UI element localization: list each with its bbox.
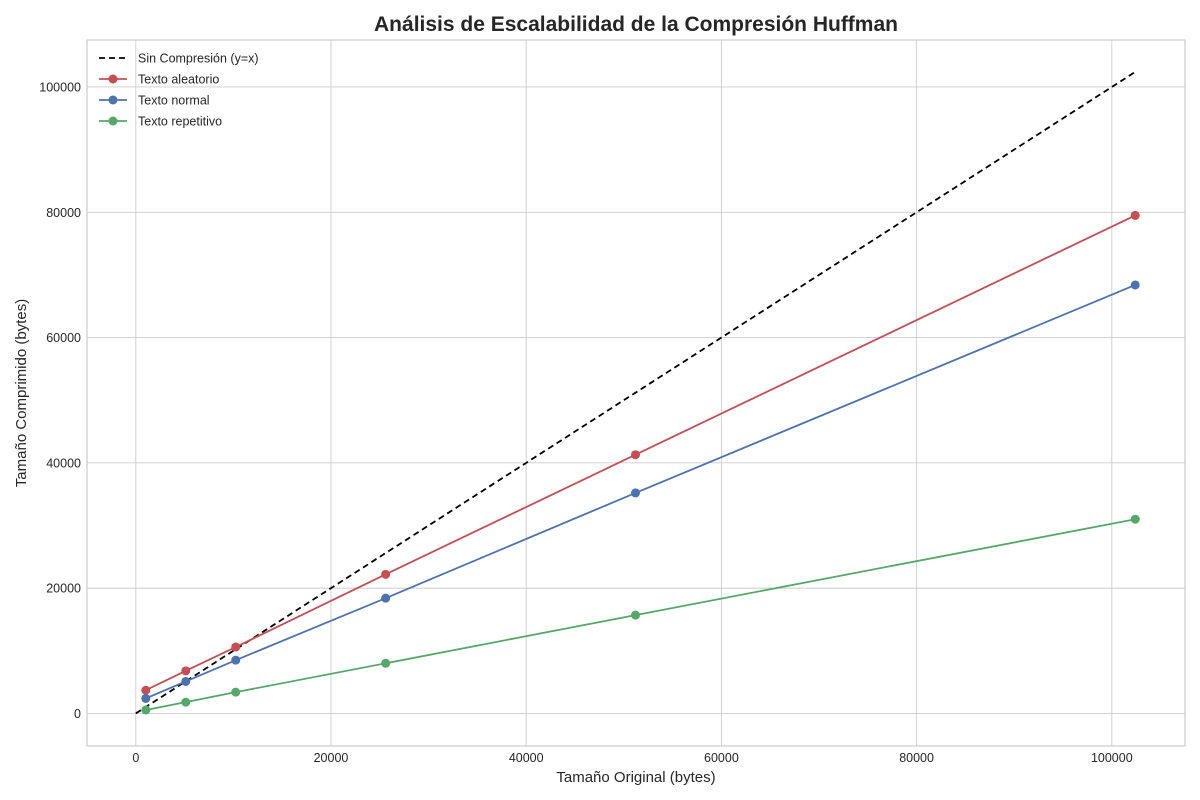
data-point xyxy=(231,687,241,697)
data-point xyxy=(631,610,641,620)
data-point xyxy=(381,658,391,668)
data-point xyxy=(181,666,191,676)
y-axis-label: Tamaño Comprimido (bytes) xyxy=(13,299,30,487)
data-point xyxy=(631,488,641,498)
legend-label: Texto normal xyxy=(138,94,210,108)
series-line xyxy=(145,284,1136,700)
legend-item: Texto aleatorio xyxy=(99,73,219,87)
y-tick-label: 100000 xyxy=(39,80,81,94)
series-4 xyxy=(141,514,1140,715)
series-3 xyxy=(141,280,1140,703)
data-point xyxy=(141,685,151,695)
x-axis-label: Tamaño Original (bytes) xyxy=(556,769,715,786)
y-tick-label: 20000 xyxy=(46,582,81,596)
legend-marker xyxy=(108,95,118,105)
series-group xyxy=(135,71,1140,715)
series-2 xyxy=(141,210,1140,695)
x-tick-label: 60000 xyxy=(704,751,739,765)
x-tick-label: 20000 xyxy=(314,751,349,765)
legend-item: Sin Compresión (y=x) xyxy=(99,52,259,66)
data-point xyxy=(1130,514,1140,524)
legend-label: Texto repetitivo xyxy=(138,115,222,129)
plot-area-frame xyxy=(86,39,1186,747)
y-tick-label: 40000 xyxy=(46,456,81,470)
series-line xyxy=(135,71,1136,715)
x-tick-label: 40000 xyxy=(509,751,544,765)
legend-item: Texto normal xyxy=(99,94,210,108)
x-tick-label: 80000 xyxy=(899,751,934,765)
data-point xyxy=(381,569,391,579)
data-point xyxy=(381,593,391,603)
data-point xyxy=(141,705,151,715)
data-point xyxy=(181,697,191,707)
legend-item: Texto repetitivo xyxy=(99,115,222,129)
data-point xyxy=(1130,280,1140,290)
data-point xyxy=(231,655,241,665)
legend-label: Sin Compresión (y=x) xyxy=(138,52,259,66)
x-tick-label: 100000 xyxy=(1091,751,1133,765)
data-point xyxy=(181,676,191,686)
y-tick-label: 0 xyxy=(74,707,81,721)
legend-label: Texto aleatorio xyxy=(138,73,219,87)
data-point xyxy=(141,693,151,703)
data-point xyxy=(1130,210,1140,220)
series-line xyxy=(145,518,1136,711)
data-point xyxy=(631,450,641,460)
chart-title: Análisis de Escalabilidad de la Compresi… xyxy=(374,13,898,36)
series-line xyxy=(145,214,1136,692)
series-1 xyxy=(135,71,1136,715)
legend-marker xyxy=(108,116,118,126)
legend-marker xyxy=(108,74,118,84)
x-tick-label: 0 xyxy=(132,751,139,765)
y-tick-label: 80000 xyxy=(46,206,81,220)
y-tick-label: 60000 xyxy=(46,331,81,345)
legend: Sin Compresión (y=x) Texto aleatorio Texto… xyxy=(99,52,259,129)
tick-labels: 0 20000 40000 60000 80000 100000 0 20000 40000 60… xyxy=(39,80,1132,765)
grid xyxy=(87,40,1185,746)
data-point xyxy=(231,642,241,652)
